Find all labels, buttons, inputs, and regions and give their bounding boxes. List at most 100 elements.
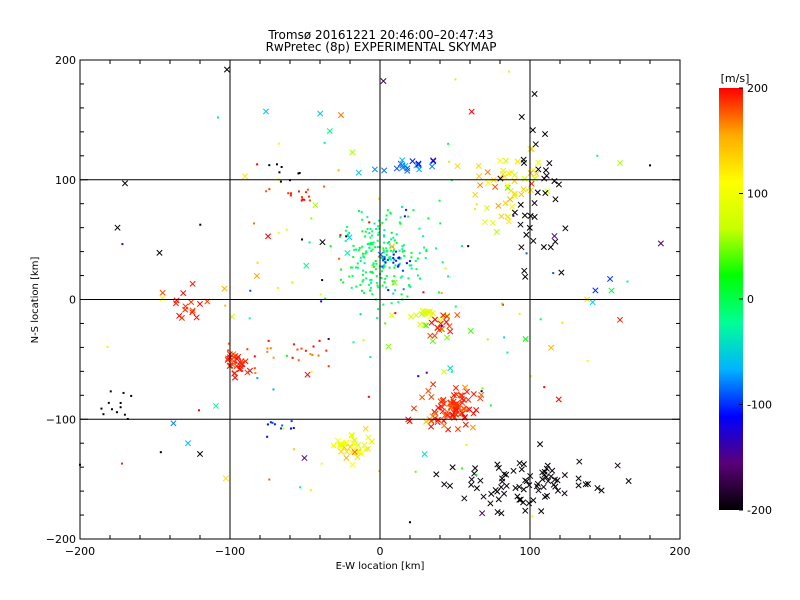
- data-point-dot: [392, 236, 395, 239]
- data-point-cross: [415, 161, 422, 168]
- data-point-cross: [531, 90, 538, 97]
- data-point-cross: [527, 170, 534, 177]
- data-point-dot: [122, 391, 125, 394]
- data-point-dot: [246, 348, 249, 351]
- data-point-dot: [378, 197, 381, 200]
- data-point-dot: [115, 411, 118, 414]
- x-tick-label: 0: [377, 545, 384, 558]
- data-point-cross: [344, 249, 351, 256]
- data-point-dot: [454, 78, 457, 81]
- data-point-dot: [475, 473, 478, 476]
- data-point-cross: [434, 324, 441, 332]
- data-point-cross: [413, 312, 420, 319]
- data-point-dot: [418, 227, 421, 230]
- data-point-cross: [303, 262, 310, 269]
- data-point-dot: [273, 423, 276, 426]
- x-tick-labels: −200 −100 0 100 200: [65, 545, 691, 558]
- data-point-cross: [484, 169, 491, 176]
- data-point-dot: [338, 257, 341, 260]
- data-point-cross: [416, 166, 423, 173]
- data-point-cross: [489, 219, 496, 227]
- data-point-dot: [319, 293, 322, 296]
- data-point-cross: [319, 239, 326, 246]
- data-point-dot: [422, 235, 425, 238]
- data-point-dot: [370, 281, 373, 284]
- data-point-dot: [399, 216, 402, 219]
- data-point-dot: [253, 355, 256, 358]
- data-point-cross: [188, 299, 195, 306]
- data-point-dot: [352, 244, 355, 247]
- data-point-dot: [372, 241, 375, 244]
- y-tick-label: 200: [55, 54, 76, 67]
- data-point-dot: [383, 256, 386, 259]
- data-point-dot: [390, 231, 393, 234]
- data-point-cross: [355, 169, 362, 176]
- data-point-cross: [348, 431, 355, 438]
- data-point-dot: [321, 279, 324, 282]
- data-point-cross: [509, 203, 516, 210]
- data-point-dot: [425, 250, 428, 253]
- data-point-cross: [494, 461, 501, 468]
- data-point-dot: [356, 262, 359, 265]
- data-point-cross: [454, 426, 461, 433]
- data-point-cross: [468, 481, 475, 488]
- data-point-dot: [400, 293, 403, 296]
- data-point-cross: [399, 162, 406, 169]
- data-point-cross: [156, 249, 163, 256]
- data-point-dot: [362, 269, 365, 272]
- data-point-dot: [130, 394, 133, 397]
- data-point-cross: [542, 130, 549, 138]
- data-point-cross: [469, 424, 476, 431]
- data-point-dot: [424, 256, 427, 259]
- data-point-cross: [575, 475, 582, 482]
- data-point-dot: [281, 424, 284, 427]
- data-point-cross: [221, 285, 228, 292]
- data-point-dot: [293, 448, 296, 451]
- data-point-dot: [365, 251, 368, 254]
- data-point-dot: [438, 199, 441, 202]
- data-point-dot: [378, 469, 381, 472]
- data-point-cross: [477, 477, 484, 484]
- data-point-cross: [443, 313, 451, 320]
- data-point-cross: [385, 343, 392, 350]
- data-point-dot: [366, 216, 369, 219]
- data-point-dot: [440, 325, 443, 328]
- data-point-dot: [447, 275, 450, 278]
- data-point-dot: [626, 280, 629, 283]
- data-point-dot: [388, 241, 391, 244]
- data-point-cross: [498, 475, 506, 482]
- data-point-cross: [428, 423, 435, 430]
- data-point-dot: [393, 266, 396, 269]
- data-point-dot: [475, 203, 478, 206]
- data-point-dot: [381, 265, 384, 268]
- data-point-dot: [276, 287, 279, 290]
- data-point-dot: [300, 199, 303, 202]
- data-point-dot: [360, 211, 363, 214]
- data-point-cross: [330, 442, 337, 449]
- data-point-cross: [423, 322, 430, 329]
- data-point-dot: [530, 375, 533, 378]
- grid-lines: [80, 60, 680, 539]
- y-tick-label: 100: [55, 174, 76, 187]
- data-point-dot: [300, 196, 303, 199]
- data-point-cross: [232, 352, 239, 360]
- data-point-dot: [395, 233, 398, 236]
- data-point-cross: [196, 300, 204, 308]
- data-point-dot: [401, 248, 404, 251]
- data-point-dot: [357, 249, 360, 252]
- data-point-dot: [369, 278, 372, 281]
- data-point-cross: [409, 158, 416, 165]
- data-point-dot: [403, 254, 406, 257]
- data-point-cross: [463, 388, 470, 395]
- data-point-dot: [500, 302, 503, 305]
- data-point-cross: [576, 458, 583, 465]
- data-point-dot: [392, 256, 395, 259]
- data-point-cross: [362, 446, 369, 453]
- data-point-dot: [289, 192, 292, 195]
- data-point-cross: [229, 361, 236, 368]
- data-point-dot: [199, 223, 202, 226]
- data-point-cross: [497, 175, 504, 182]
- data-point-dot: [285, 354, 288, 357]
- data-point-dot: [401, 250, 404, 253]
- data-point-cross: [522, 273, 529, 280]
